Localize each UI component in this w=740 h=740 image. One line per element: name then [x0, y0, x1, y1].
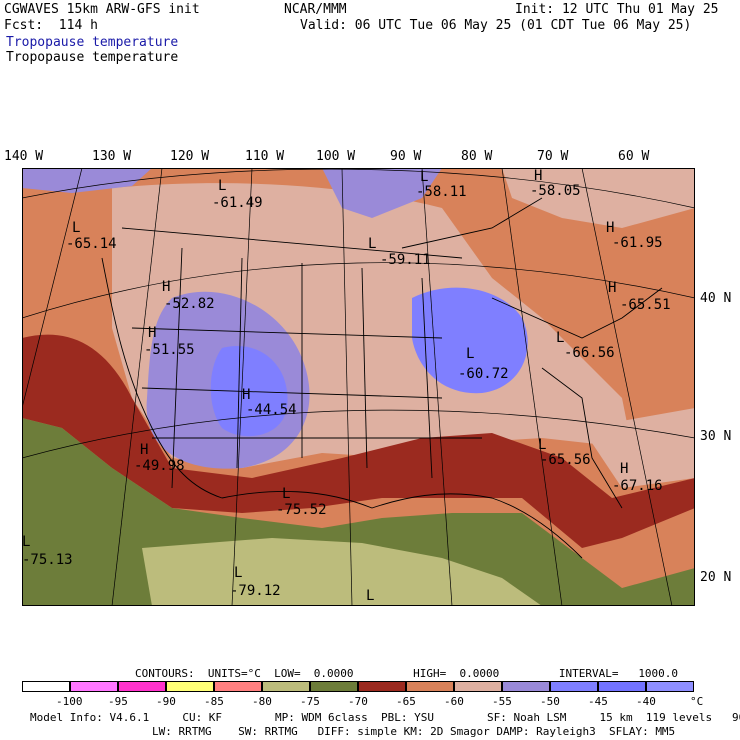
center-label: NCAR/MMM — [284, 2, 347, 17]
extremum-type: H — [148, 325, 157, 341]
legend-swatch — [646, 681, 694, 692]
extremum-value: -60.72 — [458, 366, 509, 382]
legend-swatch — [550, 681, 598, 692]
legend-tick: -55 — [492, 695, 512, 708]
extremum-value: -52.82 — [164, 296, 215, 312]
legend-tick: -45 — [588, 695, 608, 708]
extremum-value: -67.16 — [612, 478, 663, 494]
valid-time: Valid: 06 UTC Tue 06 May 25 (01 CDT Tue … — [300, 18, 692, 33]
legend-tick: -80 — [252, 695, 272, 708]
extremum-value: -49.98 — [134, 458, 185, 474]
legend-tick: -60 — [444, 695, 464, 708]
legend-tick: -40 — [636, 695, 656, 708]
lat-label: 20 N — [700, 570, 732, 585]
lon-label: 90 W — [390, 149, 422, 164]
legend-tick: -70 — [348, 695, 368, 708]
extremum-value: -75.52 — [276, 502, 327, 518]
extremum-value: -66.56 — [564, 345, 615, 361]
lon-label: 110 W — [245, 149, 285, 164]
extremum-type: L — [466, 346, 475, 362]
extremum-type: L — [556, 330, 565, 346]
extremum-type: L — [218, 178, 227, 194]
extremum-type: H — [162, 279, 171, 295]
extremum-value: -61.49 — [212, 195, 263, 211]
init-time: Init: 12 UTC Thu 01 May 25 — [515, 2, 719, 17]
lat-label: 40 N — [700, 291, 732, 306]
lon-label: 130 W — [92, 149, 132, 164]
extremum-value: -44.54 — [246, 402, 297, 418]
lon-label: 80 W — [461, 149, 493, 164]
lat-label: 30 N — [700, 429, 732, 444]
extremum-value: -65.56 — [540, 452, 591, 468]
legend-swatch — [166, 681, 214, 692]
legend-swatch — [310, 681, 358, 692]
legend-swatch — [262, 681, 310, 692]
legend-swatch — [406, 681, 454, 692]
extremum-type: L — [366, 588, 375, 604]
legend-swatch — [70, 681, 118, 692]
extremum-type: L — [368, 236, 377, 252]
legend-tick: -95 — [108, 695, 128, 708]
tropopause-temperature-map: L -61.49 L -58.11 H -58.05 L -65.14 L -5… — [22, 168, 695, 606]
legend-tick: -75 — [300, 695, 320, 708]
extremum-value: -59.11 — [380, 252, 431, 268]
extremum-type: H — [242, 387, 251, 403]
extremum-type: H — [140, 442, 149, 458]
legend-swatch — [118, 681, 166, 692]
legend-tick: -65 — [396, 695, 416, 708]
extremum-type: L — [538, 437, 547, 453]
extremum-value: -75.13 — [22, 552, 73, 568]
extremum-type: H — [620, 461, 629, 477]
legend-tick: -90 — [156, 695, 176, 708]
extremum-value: -79.12 — [230, 583, 281, 599]
legend-tick: -50 — [540, 695, 560, 708]
legend-tick: -85 — [204, 695, 224, 708]
legend-swatch — [502, 681, 550, 692]
lon-label: 100 W — [316, 149, 356, 164]
extremum-type: L — [420, 169, 429, 185]
contours-info: CONTOURS: UNITS=°C LOW= 0.0000 HIGH= 0.0… — [135, 667, 679, 680]
extremum-type: L — [234, 565, 243, 581]
legend-swatch — [214, 681, 262, 692]
model-title: CGWAVES 15km ARW-GFS init — [4, 2, 200, 17]
extremum-value: -58.05 — [530, 183, 581, 199]
lon-label: 60 W — [618, 149, 650, 164]
lon-label: 140 W — [4, 149, 44, 164]
extremum-type: L — [282, 486, 291, 502]
legend-swatch — [22, 681, 70, 692]
legend-unit: °C — [690, 695, 704, 708]
legend-swatch — [358, 681, 406, 692]
extremum-value: -65.14 — [66, 236, 117, 252]
model-info-line1: Model Info: V4.6.1 CU: KF MP: WDM 6class… — [30, 711, 740, 724]
extremum-type: L — [22, 534, 31, 550]
legend-swatch — [598, 681, 646, 692]
extremum-value: -58.11 — [416, 184, 467, 200]
extremum-value: -65.51 — [620, 297, 671, 313]
model-info-line2: LW: RRTMG SW: RRTMG DIFF: simple KM: 2D … — [152, 725, 676, 738]
extremum-type: H — [534, 168, 543, 184]
field-title-2: Tropopause temperature — [6, 50, 179, 65]
legend-tick: -100 — [56, 695, 83, 708]
field-title-1: Tropopause temperature — [6, 35, 179, 50]
extremum-type: H — [606, 220, 615, 236]
extremum-type: H — [608, 280, 617, 296]
lon-label: 120 W — [170, 149, 210, 164]
lon-label: 70 W — [537, 149, 569, 164]
forecast-hour: Fcst: 114 h — [4, 18, 98, 33]
extremum-type: L — [72, 220, 81, 236]
legend-swatch — [454, 681, 502, 692]
extremum-value: -61.95 — [612, 235, 663, 251]
map-canvas — [22, 168, 695, 606]
extremum-value: -51.55 — [144, 342, 195, 358]
